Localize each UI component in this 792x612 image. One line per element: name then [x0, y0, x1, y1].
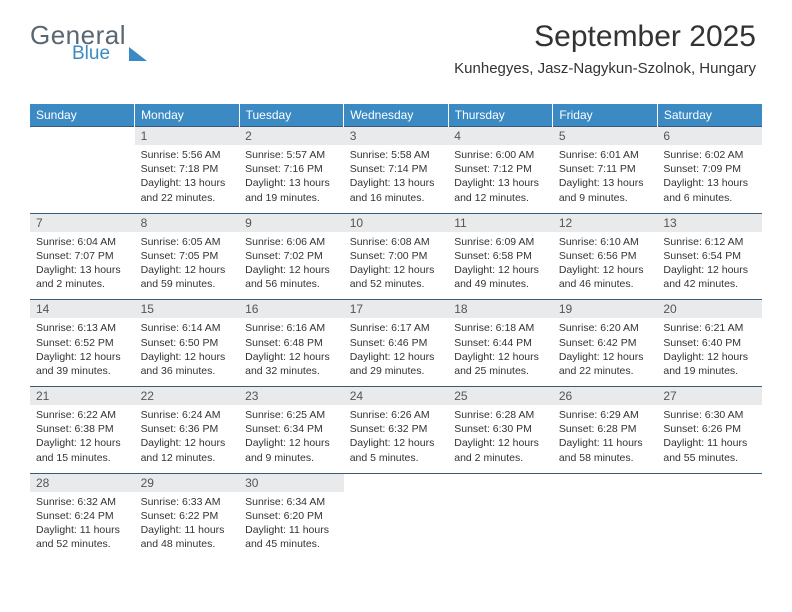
- day-detail: Sunrise: 6:32 AMSunset: 6:24 PMDaylight:…: [30, 492, 135, 560]
- empty-day-number: [30, 127, 135, 146]
- day-number-row: 282930: [30, 473, 762, 492]
- title-block: September 2025 Kunhegyes, Jasz-Nagykun-S…: [454, 20, 756, 77]
- day-number: 22: [135, 387, 240, 406]
- day-number: 7: [30, 213, 135, 232]
- calendar-body: 123456Sunrise: 5:56 AMSunset: 7:18 PMDay…: [30, 127, 762, 560]
- empty-day-detail: [30, 145, 135, 213]
- weekday-header: Monday: [135, 104, 240, 127]
- empty-day-detail: [344, 492, 449, 560]
- day-number: 27: [657, 387, 762, 406]
- day-number: 29: [135, 473, 240, 492]
- day-number: 26: [553, 387, 658, 406]
- weekday-header: Saturday: [657, 104, 762, 127]
- day-detail: Sunrise: 6:01 AMSunset: 7:11 PMDaylight:…: [553, 145, 658, 213]
- day-detail: Sunrise: 6:13 AMSunset: 6:52 PMDaylight:…: [30, 318, 135, 386]
- weekday-header: Tuesday: [239, 104, 344, 127]
- brand-triangle-icon: [129, 47, 147, 61]
- day-number: 18: [448, 300, 553, 319]
- day-number: 16: [239, 300, 344, 319]
- day-detail: Sunrise: 6:24 AMSunset: 6:36 PMDaylight:…: [135, 405, 240, 473]
- day-number: 15: [135, 300, 240, 319]
- day-detail: Sunrise: 5:57 AMSunset: 7:16 PMDaylight:…: [239, 145, 344, 213]
- day-detail: Sunrise: 6:06 AMSunset: 7:02 PMDaylight:…: [239, 232, 344, 300]
- day-detail: Sunrise: 6:30 AMSunset: 6:26 PMDaylight:…: [657, 405, 762, 473]
- day-detail-row: Sunrise: 6:32 AMSunset: 6:24 PMDaylight:…: [30, 492, 762, 560]
- day-detail: Sunrise: 6:28 AMSunset: 6:30 PMDaylight:…: [448, 405, 553, 473]
- day-number: 30: [239, 473, 344, 492]
- brand-part2: Blue: [72, 44, 126, 63]
- day-number: 10: [344, 213, 449, 232]
- day-detail: Sunrise: 6:33 AMSunset: 6:22 PMDaylight:…: [135, 492, 240, 560]
- day-number: 11: [448, 213, 553, 232]
- day-detail: Sunrise: 6:21 AMSunset: 6:40 PMDaylight:…: [657, 318, 762, 386]
- weekday-header-row: SundayMondayTuesdayWednesdayThursdayFrid…: [30, 104, 762, 127]
- day-detail-row: Sunrise: 6:04 AMSunset: 7:07 PMDaylight:…: [30, 232, 762, 300]
- empty-day-number: [553, 473, 658, 492]
- empty-day-detail: [448, 492, 553, 560]
- day-number: 20: [657, 300, 762, 319]
- day-number: 9: [239, 213, 344, 232]
- day-detail: Sunrise: 5:58 AMSunset: 7:14 PMDaylight:…: [344, 145, 449, 213]
- day-detail: Sunrise: 6:34 AMSunset: 6:20 PMDaylight:…: [239, 492, 344, 560]
- day-number-row: 78910111213: [30, 213, 762, 232]
- day-detail: Sunrise: 6:25 AMSunset: 6:34 PMDaylight:…: [239, 405, 344, 473]
- day-detail: Sunrise: 6:14 AMSunset: 6:50 PMDaylight:…: [135, 318, 240, 386]
- day-detail: Sunrise: 6:22 AMSunset: 6:38 PMDaylight:…: [30, 405, 135, 473]
- day-number: 1: [135, 127, 240, 146]
- day-number: 17: [344, 300, 449, 319]
- month-title: September 2025: [454, 20, 756, 54]
- day-detail: Sunrise: 6:10 AMSunset: 6:56 PMDaylight:…: [553, 232, 658, 300]
- weekday-header: Wednesday: [344, 104, 449, 127]
- day-detail: Sunrise: 6:29 AMSunset: 6:28 PMDaylight:…: [553, 405, 658, 473]
- day-number-row: 21222324252627: [30, 387, 762, 406]
- day-number: 12: [553, 213, 658, 232]
- day-detail: Sunrise: 6:08 AMSunset: 7:00 PMDaylight:…: [344, 232, 449, 300]
- day-detail: Sunrise: 6:09 AMSunset: 6:58 PMDaylight:…: [448, 232, 553, 300]
- day-detail-row: Sunrise: 6:13 AMSunset: 6:52 PMDaylight:…: [30, 318, 762, 386]
- day-number: 14: [30, 300, 135, 319]
- day-number: 4: [448, 127, 553, 146]
- brand-logo: General Blue: [30, 22, 147, 63]
- day-number: 6: [657, 127, 762, 146]
- day-number: 21: [30, 387, 135, 406]
- weekday-header: Thursday: [448, 104, 553, 127]
- day-detail: Sunrise: 6:04 AMSunset: 7:07 PMDaylight:…: [30, 232, 135, 300]
- day-number: 23: [239, 387, 344, 406]
- empty-day-number: [657, 473, 762, 492]
- day-detail: Sunrise: 6:16 AMSunset: 6:48 PMDaylight:…: [239, 318, 344, 386]
- day-detail: Sunrise: 6:12 AMSunset: 6:54 PMDaylight:…: [657, 232, 762, 300]
- day-number: 3: [344, 127, 449, 146]
- day-number-row: 14151617181920: [30, 300, 762, 319]
- day-number: 25: [448, 387, 553, 406]
- day-detail: Sunrise: 6:20 AMSunset: 6:42 PMDaylight:…: [553, 318, 658, 386]
- day-number-row: 123456: [30, 127, 762, 146]
- day-number: 2: [239, 127, 344, 146]
- day-number: 19: [553, 300, 658, 319]
- day-detail: Sunrise: 5:56 AMSunset: 7:18 PMDaylight:…: [135, 145, 240, 213]
- day-detail-row: Sunrise: 6:22 AMSunset: 6:38 PMDaylight:…: [30, 405, 762, 473]
- day-number: 28: [30, 473, 135, 492]
- day-detail: Sunrise: 6:26 AMSunset: 6:32 PMDaylight:…: [344, 405, 449, 473]
- location-text: Kunhegyes, Jasz-Nagykun-Szolnok, Hungary: [454, 60, 756, 77]
- day-detail: Sunrise: 6:00 AMSunset: 7:12 PMDaylight:…: [448, 145, 553, 213]
- calendar-table: SundayMondayTuesdayWednesdayThursdayFrid…: [30, 104, 762, 559]
- day-number: 8: [135, 213, 240, 232]
- day-detail: Sunrise: 6:18 AMSunset: 6:44 PMDaylight:…: [448, 318, 553, 386]
- empty-day-detail: [657, 492, 762, 560]
- day-number: 5: [553, 127, 658, 146]
- day-number: 24: [344, 387, 449, 406]
- day-number: 13: [657, 213, 762, 232]
- day-detail: Sunrise: 6:02 AMSunset: 7:09 PMDaylight:…: [657, 145, 762, 213]
- weekday-header: Friday: [553, 104, 658, 127]
- weekday-header: Sunday: [30, 104, 135, 127]
- day-detail-row: Sunrise: 5:56 AMSunset: 7:18 PMDaylight:…: [30, 145, 762, 213]
- empty-day-number: [344, 473, 449, 492]
- empty-day-detail: [553, 492, 658, 560]
- empty-day-number: [448, 473, 553, 492]
- day-detail: Sunrise: 6:17 AMSunset: 6:46 PMDaylight:…: [344, 318, 449, 386]
- day-detail: Sunrise: 6:05 AMSunset: 7:05 PMDaylight:…: [135, 232, 240, 300]
